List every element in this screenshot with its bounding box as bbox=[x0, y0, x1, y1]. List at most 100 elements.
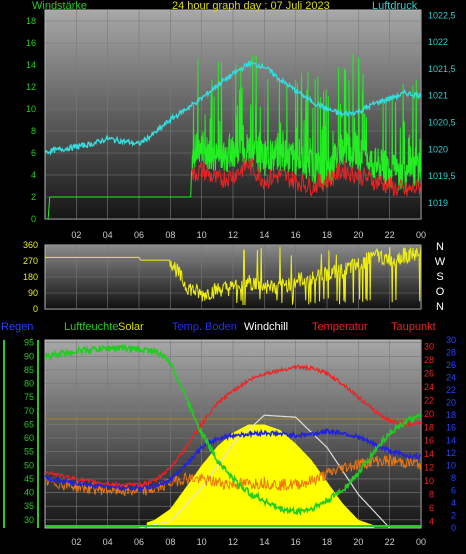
legend-windchill: Windchill bbox=[244, 321, 288, 333]
series-windchill bbox=[45, 414, 421, 528]
tick-rain-8: 8 bbox=[451, 473, 456, 483]
tick-time-bottom-02: 02 bbox=[71, 537, 81, 547]
series-temperature bbox=[45, 363, 421, 489]
tick-humidity-70: 70 bbox=[24, 406, 34, 416]
tick-rain-30: 30 bbox=[446, 335, 456, 345]
tick-temp-24: 24 bbox=[424, 382, 434, 392]
tick-time-top-18: 18 bbox=[322, 230, 332, 240]
tick-time-bottom-00: 00 bbox=[416, 537, 426, 547]
left-axis-title: Windstärke bbox=[32, 0, 87, 12]
tick-humidity-65: 65 bbox=[24, 419, 34, 429]
tick-temp-16: 16 bbox=[424, 436, 434, 446]
tick-wind-2: 2 bbox=[31, 192, 36, 202]
tick-time-bottom-10: 10 bbox=[197, 537, 207, 547]
legend-temperatur: Temperatur bbox=[312, 321, 368, 333]
tick-time-bottom-18: 18 bbox=[322, 537, 332, 547]
tick-time-top-02: 02 bbox=[71, 230, 81, 240]
tick-time-bottom-06: 06 bbox=[134, 537, 144, 547]
chart-title: 24 hour graph day : 07 Juli 2023 bbox=[172, 0, 330, 12]
tick-time-bottom-20: 20 bbox=[353, 537, 363, 547]
legend-taupunkt: Taupunkt bbox=[391, 321, 436, 333]
tick-time-bottom-12: 12 bbox=[228, 537, 238, 547]
tick-time-bottom-08: 08 bbox=[165, 537, 175, 547]
series-humidity bbox=[45, 343, 421, 516]
tick-temp-18: 18 bbox=[424, 422, 434, 432]
tick-wind-14: 14 bbox=[26, 60, 36, 70]
tick-wind-0: 0 bbox=[31, 214, 36, 224]
tick-time-bottom-22: 22 bbox=[385, 537, 395, 547]
tick-humidity-80: 80 bbox=[24, 379, 34, 389]
tick-direction-90: 90 bbox=[28, 288, 38, 298]
legend-temp-boden: Temp. Boden bbox=[172, 321, 237, 333]
tick-rain-26: 26 bbox=[446, 360, 456, 370]
tick-humidity-30: 30 bbox=[24, 515, 34, 525]
tick-direction-360: 360 bbox=[23, 240, 38, 250]
compass-o-3: O bbox=[436, 286, 445, 298]
compass-n-0: N bbox=[436, 241, 444, 253]
tick-wind-12: 12 bbox=[26, 82, 36, 92]
legend-luftfeuchte: Luftfeuchte bbox=[64, 321, 118, 333]
tick-rain-2: 2 bbox=[451, 510, 456, 520]
tick-rain-0: 0 bbox=[451, 523, 456, 533]
tick-temp-22: 22 bbox=[424, 395, 434, 405]
tick-humidity-45: 45 bbox=[24, 474, 34, 484]
tick-temp-4: 4 bbox=[429, 516, 434, 526]
tick-wind-8: 8 bbox=[31, 126, 36, 136]
tick-time-top-10: 10 bbox=[197, 230, 207, 240]
tick-time-top-00: 00 bbox=[416, 230, 426, 240]
tick-temp-12: 12 bbox=[424, 463, 434, 473]
tick-humidity-60: 60 bbox=[24, 433, 34, 443]
tick-rain-12: 12 bbox=[446, 448, 456, 458]
tick-wind-6: 6 bbox=[31, 148, 36, 158]
tick-rain-16: 16 bbox=[446, 423, 456, 433]
tick-time-top-06: 06 bbox=[134, 230, 144, 240]
series-solar bbox=[146, 424, 374, 528]
series-wind-speed bbox=[45, 54, 421, 219]
tick-pressure-1019,5: 1019,5 bbox=[428, 171, 456, 181]
tick-humidity-50: 50 bbox=[24, 460, 34, 470]
compass-w-1: W bbox=[435, 256, 446, 268]
tick-humidity-55: 55 bbox=[24, 447, 34, 457]
tick-rain-6: 6 bbox=[451, 485, 456, 495]
tick-wind-10: 10 bbox=[26, 104, 36, 114]
tick-pressure-1020,5: 1020,5 bbox=[428, 118, 456, 128]
tick-humidity-90: 90 bbox=[24, 351, 34, 361]
tick-temp-26: 26 bbox=[424, 369, 434, 379]
tick-time-top-16: 16 bbox=[291, 230, 301, 240]
tick-pressure-1020: 1020 bbox=[428, 144, 448, 154]
tick-temp-28: 28 bbox=[424, 355, 434, 365]
tick-rain-14: 14 bbox=[446, 435, 456, 445]
tick-temp-20: 20 bbox=[424, 409, 434, 419]
tick-temp-8: 8 bbox=[429, 489, 434, 499]
tick-pressure-1021: 1021 bbox=[428, 91, 448, 101]
tick-rain-18: 18 bbox=[446, 410, 456, 420]
tick-direction-180: 180 bbox=[23, 272, 38, 282]
tick-humidity-35: 35 bbox=[24, 501, 34, 511]
tick-rain-4: 4 bbox=[451, 498, 456, 508]
tick-pressure-1021,5: 1021,5 bbox=[428, 64, 456, 74]
tick-rain-20: 20 bbox=[446, 398, 456, 408]
series-pressure bbox=[45, 58, 421, 156]
legend-regen: Regen bbox=[1, 321, 33, 333]
series-wind-gust bbox=[191, 157, 421, 198]
right-axis-title: Luftdruck bbox=[372, 0, 418, 12]
tick-rain-24: 24 bbox=[446, 373, 456, 383]
tick-time-top-08: 08 bbox=[165, 230, 175, 240]
tick-humidity-40: 40 bbox=[24, 488, 34, 498]
tick-direction-270: 270 bbox=[23, 256, 38, 266]
tick-time-top-04: 04 bbox=[103, 230, 113, 240]
tick-wind-16: 16 bbox=[26, 38, 36, 48]
series-wind-direction bbox=[45, 246, 421, 306]
tick-direction-0: 0 bbox=[33, 304, 38, 314]
tick-time-top-12: 12 bbox=[228, 230, 238, 240]
tick-time-top-22: 22 bbox=[385, 230, 395, 240]
tick-time-top-14: 14 bbox=[259, 230, 269, 240]
tick-time-top-20: 20 bbox=[353, 230, 363, 240]
tick-humidity-75: 75 bbox=[24, 392, 34, 402]
tick-humidity-95: 95 bbox=[24, 338, 34, 348]
tick-pressure-1019: 1019 bbox=[428, 198, 448, 208]
tick-temp-10: 10 bbox=[424, 476, 434, 486]
tick-time-bottom-14: 14 bbox=[259, 537, 269, 547]
tick-temp-6: 6 bbox=[429, 503, 434, 513]
